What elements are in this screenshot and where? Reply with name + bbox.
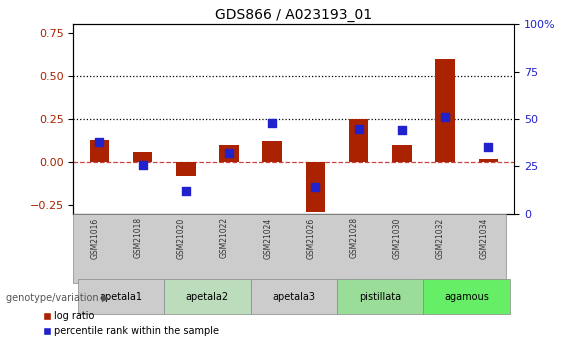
Text: apetala1: apetala1 <box>99 292 142 302</box>
Bar <box>78 279 164 314</box>
Text: GSM21016: GSM21016 <box>90 217 99 259</box>
Point <box>95 139 104 145</box>
Text: GSM21034: GSM21034 <box>479 217 488 259</box>
Bar <box>435 59 455 162</box>
Text: pistillata: pistillata <box>359 292 401 302</box>
Bar <box>479 159 498 162</box>
Bar <box>219 145 239 162</box>
Bar <box>306 162 325 212</box>
Point <box>138 162 147 167</box>
Text: apetala2: apetala2 <box>186 292 229 302</box>
Bar <box>90 140 109 162</box>
Point <box>354 126 363 131</box>
Bar <box>263 141 282 162</box>
Bar <box>176 162 195 176</box>
Bar <box>133 152 153 162</box>
Bar <box>349 119 368 162</box>
Text: agamous: agamous <box>444 292 489 302</box>
Text: GSM21032: GSM21032 <box>436 217 445 259</box>
Text: GSM21028: GSM21028 <box>350 217 359 258</box>
Legend: log ratio, percentile rank within the sample: log ratio, percentile rank within the sa… <box>39 307 223 340</box>
Text: GSM21030: GSM21030 <box>393 217 402 259</box>
Point <box>268 120 277 126</box>
Text: apetala3: apetala3 <box>272 292 315 302</box>
Text: genotype/variation ▶: genotype/variation ▶ <box>6 294 109 303</box>
Text: GSM21018: GSM21018 <box>133 217 142 258</box>
Bar <box>337 279 423 314</box>
Point <box>484 145 493 150</box>
Bar <box>392 145 411 162</box>
Point <box>311 185 320 190</box>
Text: GSM21024: GSM21024 <box>263 217 272 259</box>
Point <box>224 150 233 156</box>
Point <box>397 128 406 133</box>
Title: GDS866 / A023193_01: GDS866 / A023193_01 <box>215 8 372 22</box>
Bar <box>164 279 251 314</box>
Text: GSM21026: GSM21026 <box>306 217 315 259</box>
Text: GSM21022: GSM21022 <box>220 217 229 258</box>
Bar <box>423 279 510 314</box>
Bar <box>251 279 337 314</box>
Point <box>181 188 190 194</box>
Text: GSM21020: GSM21020 <box>177 217 186 259</box>
Point <box>441 115 450 120</box>
